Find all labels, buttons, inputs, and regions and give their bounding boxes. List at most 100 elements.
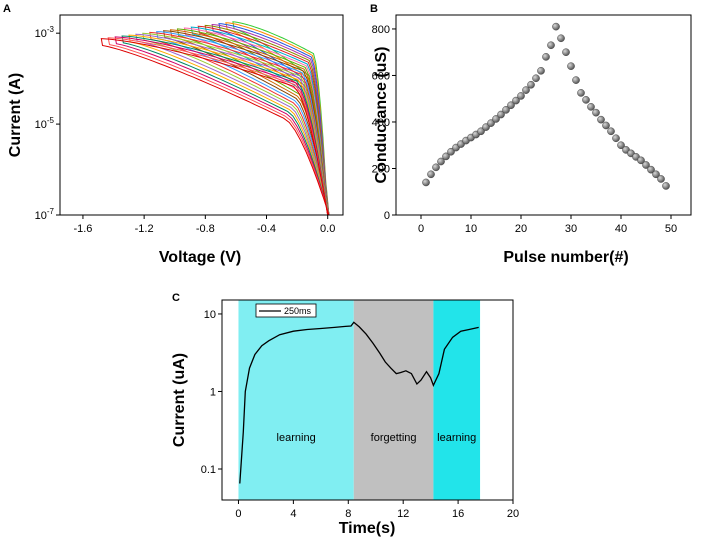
conductance-point <box>582 96 590 104</box>
conductance-point <box>507 101 515 110</box>
y-tick-label: 10-7 <box>35 207 55 222</box>
panel-c-y-ticks: 10 1 0.1 <box>201 309 222 476</box>
conductance-point <box>522 86 530 94</box>
conductance-point <box>587 103 595 111</box>
conductance-point <box>542 53 550 61</box>
conductance-point <box>437 157 445 166</box>
conductance-point <box>592 108 600 117</box>
conductance-point <box>492 115 500 123</box>
x-tick-label: 50 <box>665 223 677 235</box>
conductance-point <box>517 92 525 100</box>
panel-c-plot-frame <box>221 299 514 501</box>
conductance-point <box>527 80 535 89</box>
phase-region-labels: learning forgetting learning <box>277 432 477 444</box>
x-tick-label: 30 <box>565 223 577 235</box>
x-tick-label: -1.6 <box>73 223 92 235</box>
conductance-point <box>477 127 485 136</box>
phase-region-label: learning <box>437 432 476 444</box>
y-tick-label: 10-5 <box>35 116 55 131</box>
conductance-point <box>422 178 430 187</box>
conductance-point <box>662 182 670 190</box>
phase-region-band <box>433 300 481 500</box>
y-tick-label: 1 <box>210 386 216 398</box>
panel-a-x-ticks: -1.6 -1.2 -0.8 -0.4 0.0 <box>73 215 335 235</box>
legend-label: 250ms <box>284 306 312 316</box>
x-tick-label: 4 <box>290 508 296 520</box>
conductance-point <box>567 62 575 70</box>
panel-b-label: B <box>370 3 378 15</box>
y-tick-label: 800 <box>372 24 390 36</box>
x-tick-label: 16 <box>452 508 464 520</box>
panel-c-legend: 250ms <box>255 303 317 318</box>
conductance-point <box>562 48 570 57</box>
panel-a-y-label: Current (A) <box>7 73 24 157</box>
conductance-point <box>652 170 660 179</box>
panel-b-y-label: Conductance (uS) <box>373 47 390 184</box>
conductance-point <box>447 147 455 156</box>
panel-c-x-label: Time(s) <box>339 520 396 537</box>
panel-c-x-ticks: 0 4 8 12 16 20 <box>235 500 519 520</box>
conductance-point <box>482 123 490 131</box>
conductance-point <box>427 170 435 179</box>
conductance-point <box>607 127 615 136</box>
y-tick-label: 0 <box>384 210 390 222</box>
conductance-point <box>597 115 605 124</box>
conductance-point <box>642 161 650 169</box>
conductance-point <box>497 110 505 119</box>
conductance-point <box>537 67 545 75</box>
iv-sweep-line <box>107 37 330 216</box>
legend-box <box>255 303 317 318</box>
conductance-point <box>657 175 665 183</box>
panel-b-x-label: Pulse number(#) <box>503 249 628 266</box>
conductance-point <box>532 74 540 83</box>
conductance-point <box>612 134 620 143</box>
x-tick-label: 0 <box>418 223 424 235</box>
y-tick-label: 200 <box>372 163 390 175</box>
panel-a-iv-chart: -1.6 -1.2 -0.8 -0.4 0.0 10-3 10-5 10-7 Voltage… <box>7 14 344 266</box>
conductance-point <box>502 106 510 114</box>
conductance-points <box>422 22 670 190</box>
panel-b-y-ticks: 0 200 400 600 800 <box>372 24 396 222</box>
panel-b-plot-frame <box>395 14 692 216</box>
phase-region-band <box>238 300 354 500</box>
conductance-point <box>557 34 565 43</box>
panel-a-label: A <box>3 3 11 15</box>
phase-region-label: learning <box>277 432 316 444</box>
panel-b-x-ticks: 0 10 20 30 40 50 <box>418 215 677 235</box>
phase-regions <box>238 300 481 500</box>
x-tick-label: 12 <box>397 508 409 520</box>
panel-c-y-label: Current (uA) <box>171 353 188 447</box>
x-tick-label: -0.8 <box>196 223 215 235</box>
y-tick-label: 10 <box>204 309 216 321</box>
conductance-point <box>487 119 495 127</box>
y-tick-label: 0.1 <box>201 464 216 476</box>
x-tick-label: -0.4 <box>257 223 276 235</box>
conductance-point <box>442 152 450 161</box>
x-tick-label: 10 <box>465 223 477 235</box>
panel-c-current-time-chart: 250ms learning forgetting learning 0 4 8 12 16… <box>171 299 519 537</box>
panel-a-x-label: Voltage (V) <box>159 249 241 266</box>
y-tick-label: 600 <box>372 70 390 82</box>
conductance-point <box>602 121 610 130</box>
conductance-point <box>637 156 645 165</box>
x-tick-label: 40 <box>615 223 627 235</box>
x-tick-label: 20 <box>515 223 527 235</box>
conductance-point <box>512 96 520 105</box>
conductance-point <box>432 163 440 172</box>
conductance-point <box>577 89 585 97</box>
iv-sweeps <box>100 21 330 216</box>
x-tick-label: -1.2 <box>135 223 154 235</box>
conductance-point <box>572 76 580 84</box>
conductance-point <box>547 41 555 50</box>
x-tick-label: 0 <box>235 508 241 520</box>
panel-a-y-ticks: 10-3 10-5 10-7 <box>35 25 60 222</box>
conductance-point <box>617 141 625 150</box>
panel-b-conductance-chart: 0 10 20 30 40 50 0 200 400 600 800 Pulse number(#… <box>372 14 692 266</box>
panel-a-plot-frame <box>59 14 344 216</box>
x-tick-label: 0.0 <box>320 223 335 235</box>
x-tick-label: 8 <box>345 508 351 520</box>
iv-sweep-line <box>121 35 330 216</box>
phase-region-label: forgetting <box>371 432 417 444</box>
conductance-point <box>552 22 560 31</box>
